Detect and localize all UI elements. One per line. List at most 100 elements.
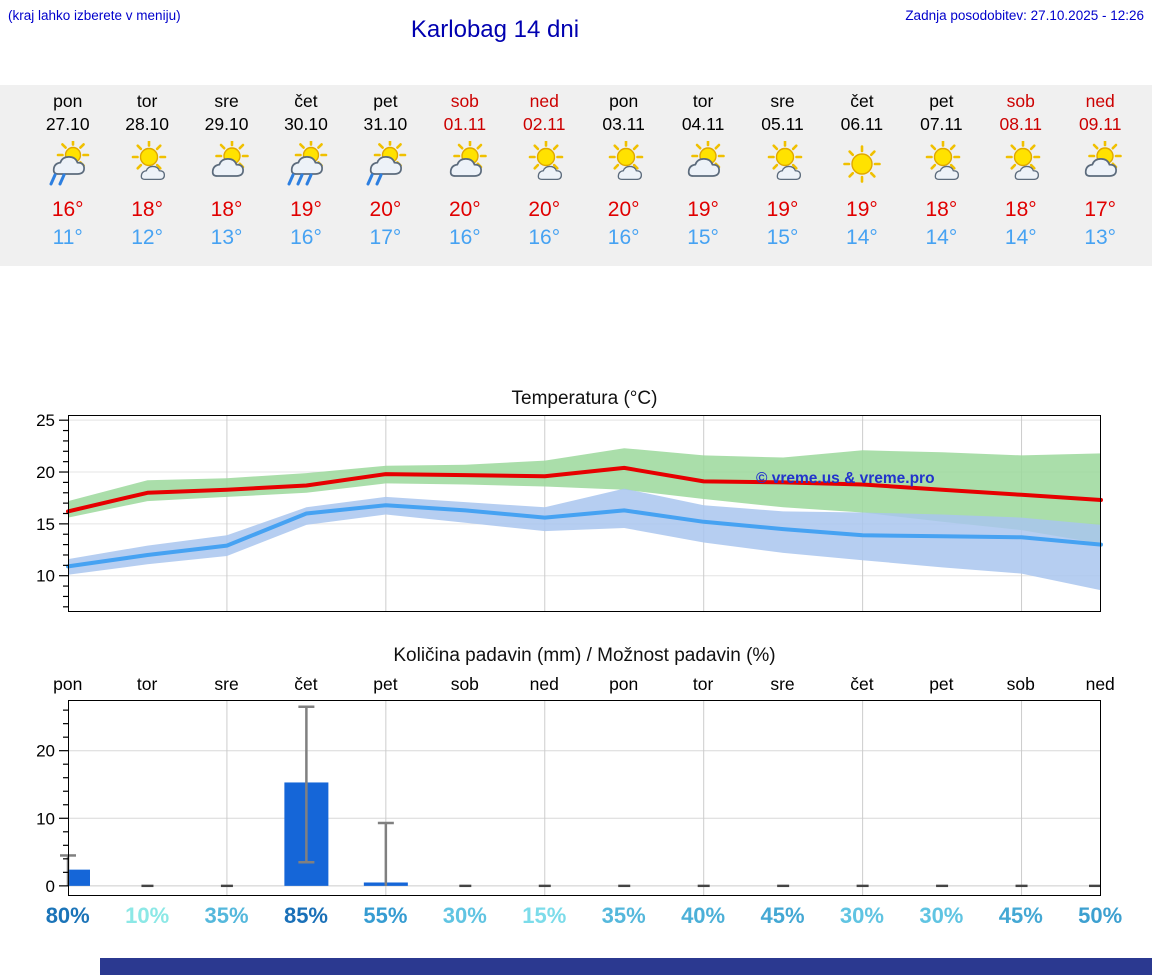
precip-day-label: sre	[770, 674, 795, 694]
min-temp: 11°	[52, 225, 83, 249]
temperature-chart: 10 15 20 25 © vreme.us & vreme.pro	[36, 411, 1103, 612]
precip-day-label: pon	[609, 674, 639, 694]
precip-day-label: pet	[373, 674, 398, 694]
sun-small-cloud-icon	[119, 140, 175, 189]
forecast-strip: pon 27.10 16° 11° tor 28.10 18° 12° sre 29.10 18° 1…	[28, 90, 1140, 252]
y-axis-label: 0	[46, 877, 55, 896]
forecast-day-column: čet 30.10 19° 16°	[266, 90, 345, 252]
precip-probability: 10%	[125, 903, 170, 928]
y-axis-label: 10	[36, 809, 55, 828]
sun-small-cloud-icon	[516, 140, 572, 189]
min-temp: 17°	[369, 225, 402, 249]
max-temp-line	[66, 465, 1103, 514]
zero-precip-mark	[220, 884, 233, 888]
day-date: 06.11	[840, 113, 884, 134]
max-temp: 18°	[210, 197, 243, 221]
y-axis-label: 15	[36, 515, 55, 534]
day-name: sre	[214, 91, 239, 111]
precip-day-label: tor	[692, 674, 714, 694]
forecast-day-column: ned 09.11 17° 13°	[1060, 90, 1139, 252]
precipitation-chart-svg: 0 10 20	[36, 700, 1101, 896]
day-name: pon	[53, 91, 83, 111]
zero-precip-mark	[618, 884, 631, 888]
day-date: 28.10	[125, 113, 170, 134]
precip-probability: 85%	[283, 903, 328, 928]
forecast-day-column: sre 29.10 18° 13°	[187, 90, 266, 252]
day-name: sre	[770, 91, 795, 111]
sun-cloud-icon	[1072, 140, 1128, 189]
precip-day-label: sob	[450, 674, 479, 694]
precip-probability: 35%	[601, 903, 646, 928]
forecast-day-column: sob 08.11 18° 14°	[981, 90, 1060, 252]
last-updated: Zadnja posodobitev: 27.10.2025 - 12:26	[905, 8, 1144, 23]
forecast-day-column: sob 01.11 20° 16°	[425, 90, 504, 252]
min-temp: 16°	[448, 225, 481, 249]
forecast-day-column: tor 04.11 19° 15°	[663, 90, 742, 252]
forecast-day-column: pet 07.11 18° 14°	[902, 90, 981, 252]
forecast-day-column: pon 27.10 16° 11°	[28, 90, 107, 252]
min-temp: 16°	[290, 225, 322, 249]
precip-probability: 80%	[45, 903, 90, 928]
day-date: 31.10	[363, 113, 408, 134]
min-temp: 14°	[1004, 225, 1037, 249]
y-axis-label: 20	[36, 742, 55, 761]
precip-day-label: čet	[294, 674, 318, 694]
precip-probability: 35%	[204, 903, 249, 928]
precip-probability-row: 80% 10% 35% 85% 55% 30% 15% 35% 40% 45% 30% 30% 45% 5…	[28, 903, 1140, 929]
day-date: 02.11	[522, 113, 566, 134]
precip-probability: 30%	[442, 903, 487, 928]
day-date: 08.11	[999, 113, 1043, 134]
precip-probability: 30%	[839, 903, 884, 928]
day-name: ned	[1085, 91, 1115, 111]
sun-small-cloud-icon	[993, 140, 1049, 189]
temperature-chart-title: Temperatura (°C)	[511, 388, 658, 409]
min-temp: 12°	[131, 225, 164, 249]
day-date: 27.10	[45, 113, 90, 134]
precip-day-labels: pon tor sre čet pet sob ned pon tor sre čet pet sob n…	[28, 674, 1140, 695]
min-temp-band	[68, 488, 1101, 591]
zero-precip-mark	[936, 884, 949, 888]
max-temp: 19°	[766, 197, 799, 221]
precip-day-label: ned	[1085, 674, 1115, 694]
precip-probability: 40%	[681, 903, 726, 928]
zero-precip-mark	[141, 884, 154, 888]
day-name: ned	[529, 91, 559, 111]
sun-icon	[834, 141, 890, 189]
sun-small-cloud-icon	[596, 140, 652, 189]
day-date: 03.11	[602, 113, 645, 134]
day-date: 07.11	[920, 113, 963, 134]
max-temp: 19°	[687, 197, 719, 221]
precip-probability: 30%	[919, 903, 964, 928]
day-name: pet	[929, 91, 954, 111]
max-temp: 18°	[131, 197, 164, 221]
precip-day-label: ned	[529, 674, 559, 694]
precip-probability: 55%	[363, 903, 408, 928]
menu-note: (kraj lahko izberete v meniju)	[8, 8, 181, 23]
min-temp: 16°	[607, 225, 640, 249]
precip-probability: 15%	[522, 903, 567, 928]
precipitation-chart-title: Količina padavin (mm) / Možnost padavin …	[393, 645, 776, 666]
precip-probability: 45%	[998, 903, 1043, 928]
forecast-day-column: pon 03.11 20° 16°	[584, 90, 663, 252]
day-date: 30.10	[284, 113, 328, 134]
zero-precip-mark	[459, 884, 472, 888]
y-axis-label: 25	[36, 411, 55, 430]
precip-day-label: sob	[1006, 674, 1035, 694]
max-temp: 20°	[528, 197, 561, 221]
zero-precip-mark	[1089, 884, 1101, 888]
precip-day-label: tor	[136, 674, 158, 694]
precip-bar	[68, 869, 90, 886]
day-name: čet	[294, 91, 318, 111]
max-temp: 20°	[607, 197, 640, 221]
footer-bar	[100, 958, 1152, 975]
day-name: pon	[609, 91, 639, 111]
min-temp: 13°	[1084, 225, 1117, 249]
day-date: 01.11	[443, 113, 487, 134]
sun-cloud-rain-icon	[40, 140, 96, 189]
max-temp-band	[68, 448, 1101, 544]
precip-day-label: čet	[850, 674, 874, 694]
precip-probability: 50%	[1078, 903, 1123, 928]
sun-cloud-heavy-rain-icon	[278, 140, 334, 189]
day-date: 09.11	[1078, 113, 1122, 134]
